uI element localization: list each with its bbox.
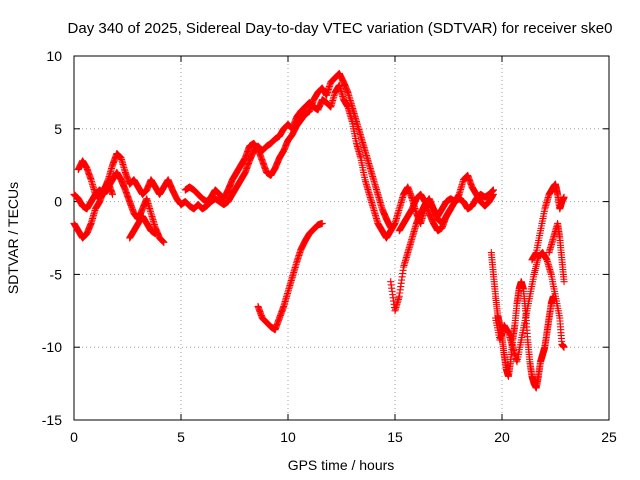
x-tick-label: 20 — [494, 429, 510, 445]
data-points — [70, 69, 568, 392]
data-track — [545, 219, 568, 286]
x-tick-label: 15 — [387, 429, 403, 445]
data-point — [560, 193, 568, 201]
data-point — [318, 219, 326, 227]
grid-lines — [74, 56, 609, 420]
data-point — [447, 205, 455, 213]
data-track — [74, 157, 117, 203]
data-point — [109, 190, 117, 198]
x-tick-label: 5 — [177, 429, 185, 445]
data-point — [387, 224, 395, 232]
y-tick-label: -5 — [50, 266, 63, 282]
data-track — [181, 69, 395, 232]
data-point — [560, 343, 568, 351]
y-tick-label: 5 — [54, 121, 62, 137]
y-axis-label: SDTVAR / TECUs — [5, 182, 21, 294]
x-tick-label: 10 — [280, 429, 296, 445]
y-tick-label: 10 — [46, 48, 62, 64]
x-tick-label: 25 — [601, 429, 617, 445]
data-point — [151, 230, 159, 238]
y-axis-ticks: 10 5 0 -5 -10 -15 — [42, 48, 609, 428]
data-track — [528, 180, 568, 264]
x-axis-label: GPS time / hours — [288, 457, 395, 473]
x-axis-ticks: 0 5 10 15 20 25 — [70, 56, 617, 445]
data-track — [254, 219, 326, 334]
y-tick-label: -10 — [42, 339, 62, 355]
y-tick-label: -15 — [42, 412, 62, 428]
x-tick-label: 0 — [70, 429, 78, 445]
data-track — [126, 212, 159, 242]
chart-title: Day 340 of 2025, Sidereal Day-to-day VTE… — [68, 20, 613, 37]
data-track — [492, 249, 568, 366]
y-tick-label: 0 — [54, 194, 62, 210]
data-point — [489, 186, 497, 194]
data-track — [395, 190, 455, 235]
data-point — [160, 238, 168, 246]
plot-frame — [73, 55, 610, 421]
data-point — [560, 278, 568, 286]
